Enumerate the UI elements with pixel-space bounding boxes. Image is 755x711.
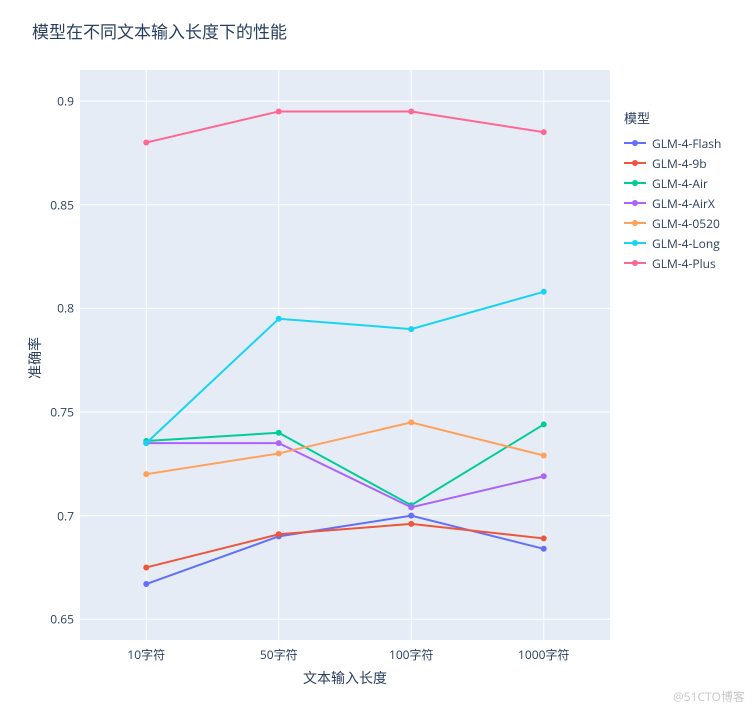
- series-point[interactable]: [408, 326, 414, 332]
- chart-container: 模型在不同文本输入长度下的性能 文本输入长度 准确率 模型 GLM-4-Flas…: [0, 0, 755, 711]
- y-tick-label: 0.8: [40, 300, 74, 317]
- y-tick-label: 0.9: [40, 93, 74, 110]
- x-tick-label: 100字符: [389, 646, 434, 663]
- legend: 模型 GLM-4-Flash GLM-4-9b GLM-4-Air GLM-4-Air…: [624, 108, 721, 273]
- y-tick-label: 0.75: [40, 404, 74, 421]
- series-line[interactable]: [146, 524, 544, 568]
- plot-svg: [80, 70, 610, 640]
- series-point[interactable]: [143, 140, 149, 146]
- series-point[interactable]: [143, 440, 149, 446]
- legend-item[interactable]: GLM-4-Plus: [624, 253, 721, 273]
- legend-label: GLM-4-Plus: [652, 255, 716, 272]
- series-point[interactable]: [408, 521, 414, 527]
- legend-swatch: [624, 262, 646, 264]
- legend-label: GLM-4-0520: [652, 215, 720, 232]
- legend-swatch: [624, 242, 646, 244]
- series-point[interactable]: [408, 419, 414, 425]
- legend-item[interactable]: GLM-4-AirX: [624, 193, 721, 213]
- legend-item[interactable]: GLM-4-Long: [624, 233, 721, 253]
- series-point[interactable]: [408, 504, 414, 510]
- y-tick-label: 0.85: [40, 196, 74, 213]
- chart-title: 模型在不同文本输入长度下的性能: [32, 18, 287, 43]
- series-point[interactable]: [541, 473, 547, 479]
- series-point[interactable]: [541, 289, 547, 295]
- legend-label: GLM-4-Flash: [652, 135, 721, 152]
- x-axis-label: 文本输入长度: [295, 668, 395, 688]
- series-point[interactable]: [276, 531, 282, 537]
- series-point[interactable]: [541, 453, 547, 459]
- series-point[interactable]: [276, 316, 282, 322]
- series-point[interactable]: [541, 129, 547, 135]
- legend-label: GLM-4-9b: [652, 155, 707, 172]
- legend-item[interactable]: GLM-4-9b: [624, 153, 721, 173]
- series-point[interactable]: [541, 421, 547, 427]
- legend-item[interactable]: GLM-4-Air: [624, 173, 721, 193]
- series-point[interactable]: [276, 440, 282, 446]
- legend-swatch: [624, 202, 646, 204]
- series-line[interactable]: [146, 422, 544, 474]
- series-point[interactable]: [276, 450, 282, 456]
- series-point[interactable]: [143, 564, 149, 570]
- series-point[interactable]: [276, 430, 282, 436]
- y-axis-label: 准确率: [25, 337, 45, 379]
- series-point[interactable]: [143, 581, 149, 587]
- watermark: @51CTO博客: [673, 688, 745, 705]
- legend-swatch: [624, 222, 646, 224]
- legend-label: GLM-4-AirX: [652, 195, 715, 212]
- legend-swatch: [624, 142, 646, 144]
- legend-label: GLM-4-Air: [652, 175, 708, 192]
- series-point[interactable]: [143, 471, 149, 477]
- series-line[interactable]: [146, 292, 544, 443]
- legend-item[interactable]: GLM-4-0520: [624, 213, 721, 233]
- series-point[interactable]: [408, 513, 414, 519]
- y-tick-label: 0.65: [40, 611, 74, 628]
- x-tick-label: 1000字符: [518, 646, 569, 663]
- series-line[interactable]: [146, 443, 544, 507]
- series-point[interactable]: [541, 535, 547, 541]
- legend-swatch: [624, 162, 646, 164]
- legend-title: 模型: [624, 108, 721, 127]
- x-tick-label: 50字符: [260, 646, 298, 663]
- series-point[interactable]: [408, 108, 414, 114]
- series-line[interactable]: [146, 516, 544, 584]
- series-point[interactable]: [541, 546, 547, 552]
- legend-swatch: [624, 182, 646, 184]
- series-line[interactable]: [146, 111, 544, 142]
- series-point[interactable]: [276, 108, 282, 114]
- x-tick-label: 10字符: [127, 646, 165, 663]
- legend-item[interactable]: GLM-4-Flash: [624, 133, 721, 153]
- y-tick-label: 0.7: [40, 507, 74, 524]
- legend-label: GLM-4-Long: [652, 235, 720, 252]
